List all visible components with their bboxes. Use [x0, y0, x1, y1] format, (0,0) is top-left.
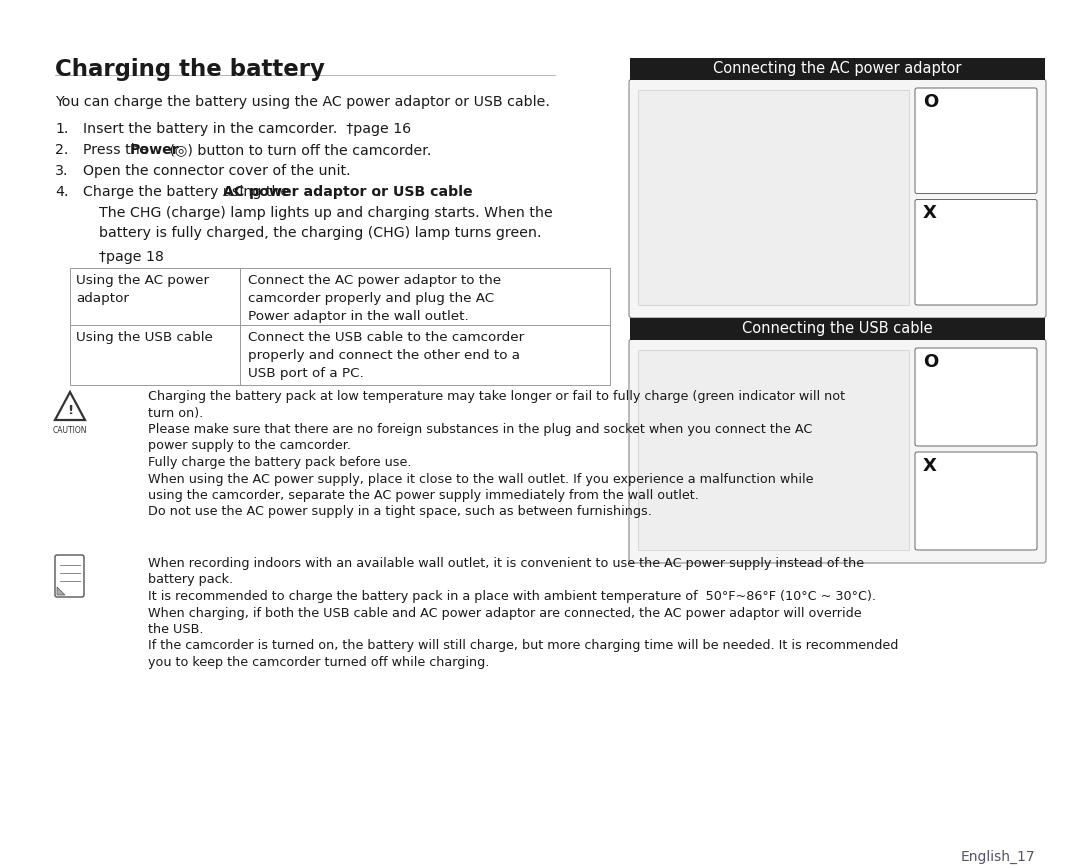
- Text: O: O: [923, 353, 939, 371]
- Text: power supply to the camcorder.: power supply to the camcorder.: [148, 439, 351, 452]
- Text: !: !: [67, 404, 73, 417]
- Text: (◎) button to turn off the camcorder.: (◎) button to turn off the camcorder.: [165, 143, 431, 157]
- Text: O: O: [923, 93, 939, 111]
- Bar: [630, 318, 1045, 340]
- Text: It is recommended to charge the battery pack in a place with ambient temperature: It is recommended to charge the battery …: [148, 590, 876, 603]
- Text: Charging the battery pack at low temperature may take longer or fail to fully ch: Charging the battery pack at low tempera…: [148, 390, 846, 403]
- Text: 3.: 3.: [55, 164, 68, 178]
- FancyBboxPatch shape: [55, 555, 84, 597]
- Text: When recording indoors with an available wall outlet, it is convenient to use th: When recording indoors with an available…: [148, 557, 864, 570]
- Text: Charge the battery using the: Charge the battery using the: [83, 185, 294, 199]
- FancyBboxPatch shape: [915, 452, 1037, 550]
- Text: Press the: Press the: [83, 143, 153, 157]
- Text: If the camcorder is turned on, the battery will still charge, but more charging : If the camcorder is turned on, the batte…: [148, 640, 899, 653]
- Text: Connecting the AC power adaptor: Connecting the AC power adaptor: [713, 61, 962, 76]
- Text: Connect the USB cable to the camcorder
properly and connect the other end to a
U: Connect the USB cable to the camcorder p…: [248, 331, 524, 380]
- Text: When using the AC power supply, place it close to the wall outlet. If you experi: When using the AC power supply, place it…: [148, 472, 813, 485]
- FancyBboxPatch shape: [915, 200, 1037, 305]
- Text: Connect the AC power adaptor to the
camcorder properly and plug the AC
Power ada: Connect the AC power adaptor to the camc…: [248, 274, 501, 323]
- Text: you to keep the camcorder turned off while charging.: you to keep the camcorder turned off whi…: [148, 656, 489, 669]
- Bar: [70, 268, 610, 385]
- Text: Fully charge the battery pack before use.: Fully charge the battery pack before use…: [148, 456, 411, 469]
- Text: Insert the battery in the camcorder.  †page 16: Insert the battery in the camcorder. †pa…: [83, 122, 411, 136]
- Bar: [638, 350, 909, 550]
- Text: X: X: [923, 457, 936, 475]
- Text: †page 18: †page 18: [99, 250, 164, 264]
- Text: Using the USB cable: Using the USB cable: [76, 331, 213, 344]
- Text: 1.: 1.: [55, 122, 68, 136]
- Text: X: X: [923, 205, 936, 222]
- FancyBboxPatch shape: [629, 79, 1047, 318]
- Text: CAUTION: CAUTION: [53, 426, 87, 435]
- Text: .: .: [377, 185, 381, 199]
- Text: Connecting the USB cable: Connecting the USB cable: [742, 321, 933, 336]
- Text: 4.: 4.: [55, 185, 68, 199]
- Text: Using the AC power
adaptor: Using the AC power adaptor: [76, 274, 210, 305]
- Bar: [638, 90, 909, 305]
- Text: AC power adaptor or USB cable: AC power adaptor or USB cable: [222, 185, 473, 199]
- FancyBboxPatch shape: [915, 348, 1037, 446]
- Text: turn on).: turn on).: [148, 406, 203, 419]
- FancyBboxPatch shape: [915, 88, 1037, 194]
- Text: When charging, if both the USB cable and AC power adaptor are connected, the AC : When charging, if both the USB cable and…: [148, 607, 862, 620]
- Text: the USB.: the USB.: [148, 623, 203, 636]
- Text: battery pack.: battery pack.: [148, 574, 233, 587]
- Polygon shape: [57, 587, 65, 595]
- Bar: [630, 58, 1045, 80]
- Text: Power: Power: [130, 143, 179, 157]
- Text: The CHG (charge) lamp lights up and charging starts. When the
battery is fully c: The CHG (charge) lamp lights up and char…: [99, 206, 553, 240]
- Text: Charging the battery: Charging the battery: [55, 58, 325, 81]
- Text: Do not use the AC power supply in a tight space, such as between furnishings.: Do not use the AC power supply in a tigh…: [148, 505, 652, 518]
- FancyBboxPatch shape: [629, 339, 1047, 563]
- Text: 2.: 2.: [55, 143, 68, 157]
- Text: Open the connector cover of the unit.: Open the connector cover of the unit.: [83, 164, 351, 178]
- Text: Please make sure that there are no foreign substances in the plug and socket whe: Please make sure that there are no forei…: [148, 423, 812, 436]
- Text: using the camcorder, separate the AC power supply immediately from the wall outl: using the camcorder, separate the AC pow…: [148, 489, 699, 502]
- Text: English_17: English_17: [960, 850, 1035, 865]
- Text: You can charge the battery using the AC power adaptor or USB cable.: You can charge the battery using the AC …: [55, 95, 550, 109]
